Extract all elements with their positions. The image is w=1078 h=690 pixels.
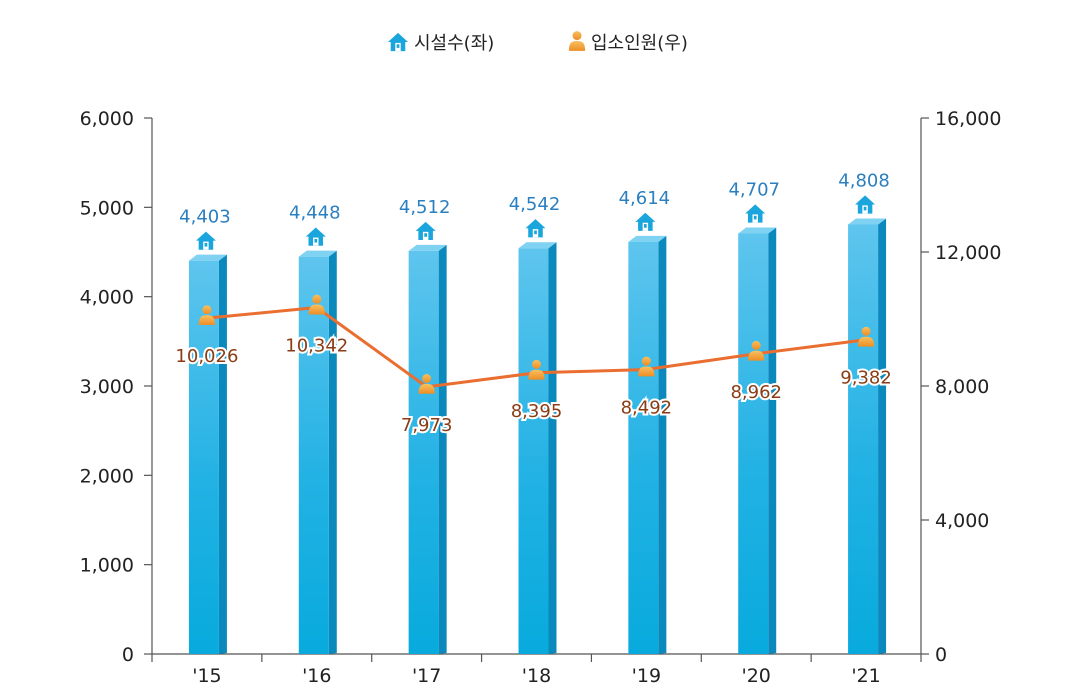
bar: 4,542 bbox=[509, 194, 561, 655]
bar-side bbox=[548, 242, 557, 655]
bar-top bbox=[518, 242, 557, 249]
bar-front bbox=[518, 248, 549, 655]
line-point: 10,026 bbox=[173, 305, 240, 369]
house-icon bbox=[195, 231, 216, 250]
line-point: 8,962 bbox=[728, 340, 784, 405]
house-icon bbox=[415, 221, 436, 241]
bar-value-label: 4,542 bbox=[509, 194, 561, 215]
right-axis-tick-label: 12,000 bbox=[935, 242, 1001, 264]
legend: 시설수(좌) 입소인원(우) bbox=[388, 31, 688, 54]
line-point: 10,342 bbox=[283, 294, 350, 359]
bar-value-label: 4,614 bbox=[619, 188, 671, 209]
house-icon bbox=[525, 219, 546, 238]
legend-item-residents: 입소인원(우) bbox=[568, 31, 688, 54]
bar: 4,512 bbox=[399, 197, 451, 655]
bar-value-label: 4,707 bbox=[728, 180, 780, 201]
line-point: 8,395 bbox=[509, 359, 564, 424]
bar: 4,403 bbox=[179, 207, 231, 654]
right-axis-tick-label: 0 bbox=[935, 644, 947, 666]
x-axis-tick-label: '16 bbox=[302, 665, 331, 687]
bar-side bbox=[768, 227, 777, 654]
bar: 4,614 bbox=[619, 188, 671, 655]
bar-side bbox=[218, 254, 227, 654]
line-point: 9,382 bbox=[838, 326, 894, 391]
left-axis-tick-label: 4,000 bbox=[80, 287, 134, 309]
bar-top bbox=[188, 254, 227, 261]
bar-front bbox=[298, 256, 329, 654]
right-axis-ticks: 0 4,000 8,000 12,000 16,000 bbox=[921, 108, 1001, 666]
x-axis-tick-label: '19 bbox=[632, 665, 661, 687]
bar-front bbox=[848, 224, 879, 654]
left-axis-tick-label: 0 bbox=[122, 644, 134, 666]
line-value-label: 7,973 bbox=[401, 415, 453, 436]
line-value-label: 8,962 bbox=[730, 382, 782, 403]
house-icon bbox=[388, 32, 408, 52]
line-value-label: 8,492 bbox=[621, 398, 673, 419]
bar-top bbox=[628, 235, 667, 242]
x-axis-ticks: '15 '16 '17 '18 '19 '20 '21 bbox=[151, 654, 922, 687]
house-icon bbox=[855, 195, 876, 214]
line-point: 7,973 bbox=[399, 374, 454, 438]
bar-top bbox=[298, 250, 337, 257]
bar-top bbox=[738, 227, 777, 234]
left-axis-tick-label: 6,000 bbox=[80, 108, 134, 130]
bar: 4,707 bbox=[728, 180, 780, 654]
bar: 4,448 bbox=[289, 203, 341, 655]
house-icon bbox=[305, 227, 326, 246]
bar-front bbox=[408, 250, 439, 655]
bar-series: 4,403 4,448 4,512 4,542 4,614 4,707 4,808 bbox=[179, 170, 890, 655]
bar-front bbox=[188, 260, 219, 654]
bar-top bbox=[408, 244, 447, 251]
bar-side bbox=[658, 235, 667, 655]
line-point: 8,492 bbox=[619, 356, 674, 421]
right-axis-tick-label: 8,000 bbox=[935, 376, 989, 398]
bar-top bbox=[848, 218, 887, 225]
legend-label-residents: 입소인원(우) bbox=[591, 33, 688, 54]
right-axis-tick-label: 16,000 bbox=[935, 108, 1001, 130]
person-icon bbox=[568, 31, 586, 51]
line-series: 10,026 10,342 7,973 8,395 8,492 8,962 9,382 bbox=[173, 294, 894, 438]
bar-side bbox=[878, 218, 887, 654]
line-value-label: 10,342 bbox=[285, 336, 348, 357]
x-axis-tick-label: '21 bbox=[851, 665, 880, 687]
line-value-label: 10,026 bbox=[175, 346, 238, 367]
x-axis-tick-label: '18 bbox=[522, 665, 551, 687]
bar-value-label: 4,403 bbox=[179, 207, 231, 228]
left-axis-tick-label: 3,000 bbox=[80, 376, 134, 398]
line-value-label: 8,395 bbox=[511, 401, 563, 422]
line-value-label: 9,382 bbox=[840, 368, 892, 389]
right-axis-tick-label: 4,000 bbox=[935, 510, 989, 532]
x-axis-tick-label: '20 bbox=[742, 665, 771, 687]
legend-item-facilities: 시설수(좌) bbox=[388, 32, 494, 54]
legend-label-facilities: 시설수(좌) bbox=[414, 33, 494, 54]
left-axis-ticks: 0 1,000 2,000 3,000 4,000 5,000 6,000 bbox=[80, 108, 152, 666]
house-icon bbox=[635, 212, 656, 231]
bar-front bbox=[628, 241, 659, 655]
bar-value-label: 4,448 bbox=[289, 203, 341, 224]
bar-value-label: 4,808 bbox=[838, 170, 890, 191]
bar-value-label: 4,512 bbox=[399, 197, 451, 218]
bar-front bbox=[738, 233, 769, 654]
x-axis-tick-label: '17 bbox=[412, 665, 441, 687]
bar-side bbox=[328, 250, 337, 655]
left-axis-tick-label: 1,000 bbox=[80, 555, 134, 577]
left-axis-tick-label: 5,000 bbox=[80, 197, 134, 219]
house-icon bbox=[745, 204, 766, 223]
left-axis-tick-label: 2,000 bbox=[80, 465, 134, 487]
bar: 4,808 bbox=[838, 170, 890, 654]
bar-side bbox=[438, 244, 447, 655]
x-axis-tick-label: '15 bbox=[192, 665, 221, 687]
